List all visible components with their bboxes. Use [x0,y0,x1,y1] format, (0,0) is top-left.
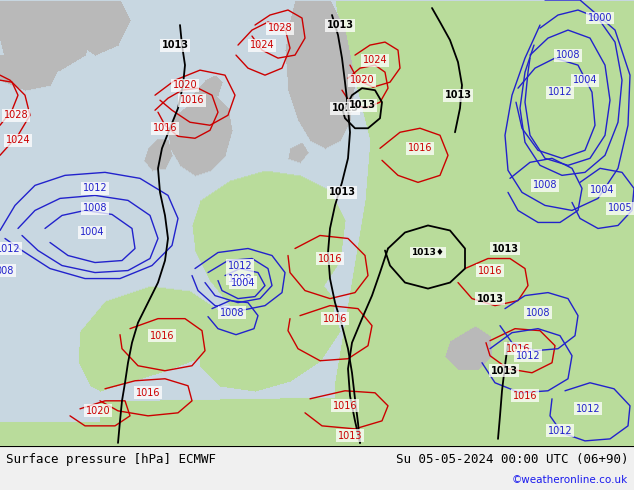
Text: 1016: 1016 [506,343,530,354]
Text: Su 05-05-2024 00:00 UTC (06+90): Su 05-05-2024 00:00 UTC (06+90) [396,453,628,466]
Text: 1004: 1004 [80,227,104,238]
Text: 1020: 1020 [86,406,110,416]
Text: 1013: 1013 [491,366,517,376]
Text: 1024: 1024 [363,55,387,65]
Text: 1012: 1012 [0,244,20,253]
Text: 1012: 1012 [576,404,600,414]
Text: 1008: 1008 [533,180,557,191]
Text: 1013: 1013 [444,90,472,100]
Text: 1016: 1016 [333,401,357,411]
Text: Surface pressure [hPa] ECMWF: Surface pressure [hPa] ECMWF [6,453,216,466]
Text: 1004: 1004 [231,277,256,288]
Text: 1008: 1008 [228,273,252,284]
Text: 1024: 1024 [6,135,30,145]
Text: 1004: 1004 [573,75,597,85]
Text: 1013: 1013 [328,187,356,197]
Text: 1016: 1016 [180,95,204,105]
Text: 008: 008 [0,266,14,275]
Text: 1016: 1016 [513,391,537,401]
Text: 1013♦: 1013♦ [411,248,444,257]
Text: 1012: 1012 [228,261,252,270]
Text: 1020: 1020 [350,75,374,85]
Text: 1016: 1016 [323,314,347,323]
Text: 1016: 1016 [136,388,160,398]
Text: 1013: 1013 [327,20,354,30]
Text: 1012: 1012 [82,183,107,194]
Text: 1016: 1016 [478,266,502,275]
Text: 1013: 1013 [349,100,375,110]
Text: 1013: 1013 [477,294,503,304]
Text: ©weatheronline.co.uk: ©weatheronline.co.uk [512,475,628,485]
Text: 1013: 1013 [491,244,519,253]
Text: 1013: 1013 [338,431,362,441]
Text: 1013: 1013 [332,103,358,113]
Text: 1016: 1016 [318,253,342,264]
Text: 1016: 1016 [150,331,174,341]
Text: 1013: 1013 [162,40,188,50]
Text: 1028: 1028 [4,110,29,120]
Text: 1020: 1020 [172,80,197,90]
Text: 1004: 1004 [590,185,614,196]
Text: 1005: 1005 [607,203,632,214]
Text: 1008: 1008 [220,308,244,318]
Text: 1012: 1012 [548,87,573,97]
Text: 1000: 1000 [588,13,612,23]
Text: 1008: 1008 [83,203,107,214]
Text: 1028: 1028 [268,23,292,33]
Text: 1024: 1024 [250,40,275,50]
Text: 1008: 1008 [526,308,550,318]
Text: 1016: 1016 [408,143,432,153]
Text: 1008: 1008 [556,50,580,60]
Text: 1012: 1012 [548,426,573,436]
Text: 1012: 1012 [515,351,540,361]
Text: 1016: 1016 [153,123,178,133]
